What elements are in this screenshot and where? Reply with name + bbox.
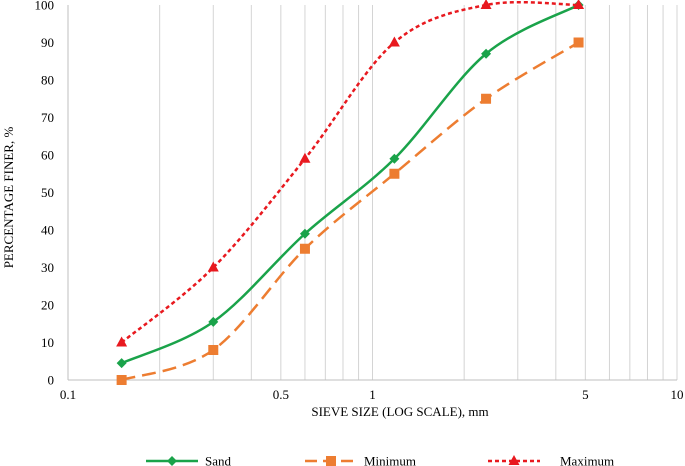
series-minimum [116, 37, 584, 385]
data-point-maximum [299, 152, 311, 163]
y-tick-label: 30 [41, 260, 54, 275]
y-tick-label: 40 [41, 223, 54, 238]
legend-label: Maximum [560, 454, 614, 466]
legend-item-sand: Sand [146, 454, 232, 466]
series [116, 0, 585, 385]
y-tick-labels: 0 10 20 30 40 50 60 70 80 90 100 [35, 0, 55, 388]
x-tick-label: 10 [671, 387, 684, 402]
series-maximum [116, 0, 585, 347]
data-point-minimum [481, 93, 492, 104]
data-point-maximum [388, 36, 400, 47]
legend-swatch-marker [167, 456, 177, 466]
series-line-minimum [121, 41, 580, 382]
y-tick-label: 50 [41, 185, 54, 200]
series-line-maximum [120, 0, 579, 344]
legend-swatch-marker [508, 455, 520, 465]
y-tick-label: 0 [48, 373, 55, 388]
y-axis-title: PERCENTAGE FINER, % [1, 127, 16, 269]
y-tick-label: 10 [41, 335, 54, 350]
y-tick-label: 70 [41, 110, 54, 125]
y-tick-label: 20 [41, 298, 54, 313]
legend-label: Sand [205, 454, 232, 466]
y-tick-label: 90 [41, 35, 54, 50]
series-line-sand [121, 3, 580, 365]
data-point-maximum [480, 0, 492, 9]
data-point-sand [208, 316, 219, 327]
x-axis-title: SIEVE SIZE (LOG SCALE), mm [311, 404, 488, 419]
x-tick-labels: 0.1 0.5 1 5 10 [60, 387, 684, 402]
legend-item-maximum: Maximum [488, 454, 614, 466]
x-tick-label: 0.5 [273, 387, 289, 402]
legend-swatch-marker [326, 456, 336, 466]
legend-item-minimum: Minimum [305, 454, 416, 466]
data-point-sand [299, 228, 310, 239]
series-sand [116, 0, 584, 369]
data-point-sand [481, 48, 492, 59]
data-point-maximum [116, 336, 128, 347]
data-point-minimum [389, 168, 400, 179]
x-tick-label: 5 [582, 387, 589, 402]
x-tick-label: 0.1 [60, 387, 76, 402]
y-tick-label: 100 [35, 0, 55, 13]
y-tick-label: 60 [41, 148, 54, 163]
data-point-minimum [208, 345, 219, 355]
legend-label: Minimum [364, 454, 416, 466]
data-point-maximum [207, 261, 219, 272]
data-point-maximum [573, 0, 585, 9]
data-point-minimum [573, 37, 584, 48]
data-point-minimum [116, 375, 127, 385]
data-point-sand [116, 358, 127, 369]
legend: Sand Minimum Maximum [146, 454, 614, 466]
x-tick-label: 1 [369, 387, 376, 402]
gridlines [67, 5, 678, 380]
data-point-minimum [299, 243, 310, 254]
data-point-sand [389, 153, 400, 164]
y-tick-label: 80 [41, 73, 54, 88]
axes [67, 5, 677, 381]
